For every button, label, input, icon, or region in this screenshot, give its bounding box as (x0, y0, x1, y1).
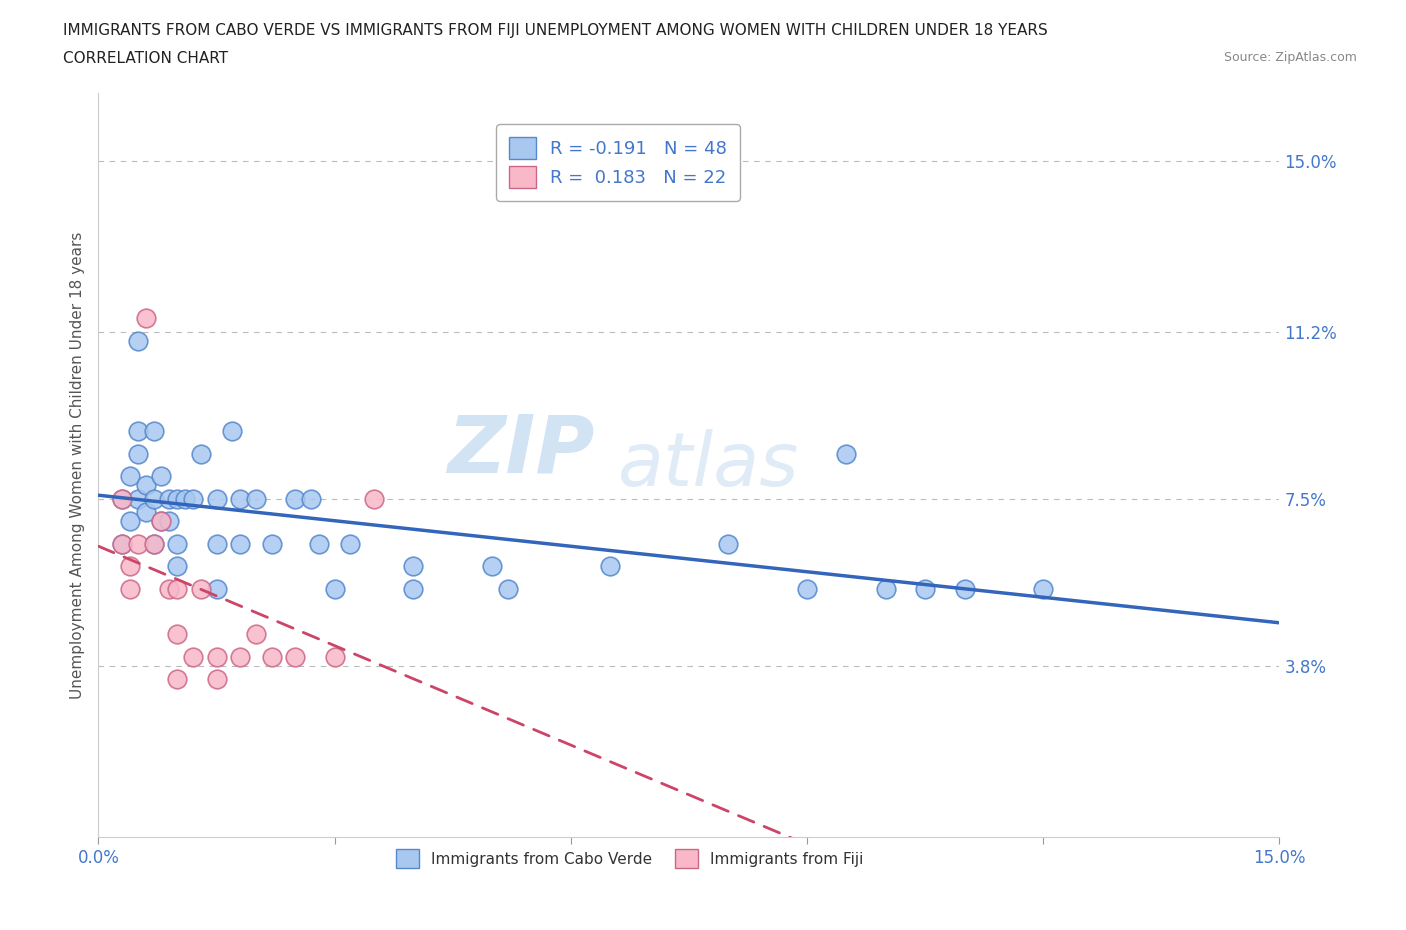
Text: CORRELATION CHART: CORRELATION CHART (63, 51, 228, 66)
Point (496, 581, 519, 596)
Point (402, 559, 425, 574)
Point (339, 537, 361, 551)
Point (127, 537, 149, 551)
Y-axis label: Unemployment Among Women with Children Under 18 years: Unemployment Among Women with Children U… (69, 232, 84, 698)
Point (229, 491, 252, 506)
Point (118, 581, 141, 596)
Point (166, 627, 188, 642)
Point (174, 491, 197, 506)
Point (796, 581, 818, 596)
Point (135, 505, 157, 520)
Point (481, 559, 503, 574)
Point (157, 491, 180, 506)
Point (166, 559, 188, 574)
Point (599, 559, 621, 574)
Point (221, 424, 243, 439)
Point (142, 537, 165, 551)
Point (166, 491, 188, 506)
Point (205, 491, 228, 506)
Point (245, 627, 267, 642)
Point (717, 537, 740, 551)
Point (142, 537, 165, 551)
Point (914, 581, 936, 596)
Point (308, 537, 330, 551)
Point (118, 514, 141, 529)
Point (190, 581, 212, 596)
Legend: Immigrants from Cabo Verde, Immigrants from Fiji: Immigrants from Cabo Verde, Immigrants f… (389, 844, 870, 874)
Point (205, 581, 228, 596)
Point (150, 514, 173, 529)
Text: ZIP: ZIP (447, 411, 595, 489)
Point (205, 537, 228, 551)
Point (299, 491, 322, 506)
Point (875, 581, 897, 596)
Point (245, 491, 267, 506)
Point (111, 491, 134, 506)
Point (323, 649, 346, 664)
Point (111, 537, 134, 551)
Point (118, 559, 141, 574)
Point (142, 424, 165, 439)
Point (205, 671, 228, 686)
Point (229, 537, 252, 551)
Point (181, 491, 204, 506)
Point (127, 446, 149, 461)
Point (127, 334, 149, 349)
Text: atlas: atlas (619, 429, 800, 501)
Point (142, 491, 165, 506)
Point (135, 311, 157, 325)
Point (229, 649, 252, 664)
Point (284, 649, 307, 664)
Point (111, 491, 134, 506)
Point (157, 514, 180, 529)
Point (150, 514, 173, 529)
Point (1032, 581, 1054, 596)
Text: Source: ZipAtlas.com: Source: ZipAtlas.com (1223, 51, 1357, 64)
Point (205, 649, 228, 664)
Point (127, 424, 149, 439)
Point (181, 649, 204, 664)
Point (135, 478, 157, 493)
Point (111, 537, 134, 551)
Point (323, 581, 346, 596)
Point (260, 649, 283, 664)
Point (835, 446, 858, 461)
Point (190, 446, 212, 461)
Point (118, 469, 141, 484)
Point (150, 469, 173, 484)
Point (127, 491, 149, 506)
Point (363, 491, 385, 506)
Point (157, 581, 180, 596)
Point (166, 671, 188, 686)
Point (166, 537, 188, 551)
Text: IMMIGRANTS FROM CABO VERDE VS IMMIGRANTS FROM FIJI UNEMPLOYMENT AMONG WOMEN WITH: IMMIGRANTS FROM CABO VERDE VS IMMIGRANTS… (63, 23, 1047, 38)
Point (284, 491, 307, 506)
Point (166, 581, 188, 596)
Point (260, 537, 283, 551)
Point (953, 581, 976, 596)
Point (402, 581, 425, 596)
